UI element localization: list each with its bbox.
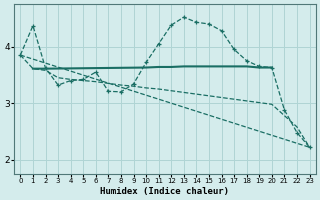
X-axis label: Humidex (Indice chaleur): Humidex (Indice chaleur) <box>100 187 229 196</box>
